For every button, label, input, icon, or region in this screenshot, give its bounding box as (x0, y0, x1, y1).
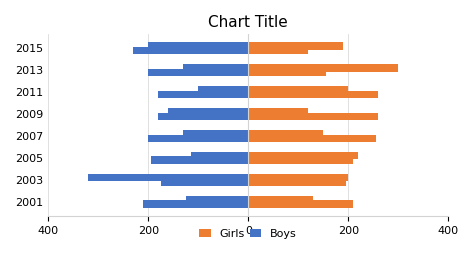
Bar (148, 135, 248, 142)
Bar (248, 196, 313, 203)
Bar (248, 152, 358, 159)
Bar (88, 174, 248, 181)
Bar (248, 178, 346, 186)
Bar (183, 130, 248, 137)
Bar (248, 64, 398, 72)
Bar (148, 69, 248, 76)
Bar (248, 91, 378, 98)
Bar (186, 196, 248, 203)
Legend: Girls, Boys: Girls, Boys (195, 224, 301, 243)
Bar (248, 200, 353, 208)
Bar (151, 157, 248, 164)
Bar (248, 135, 376, 142)
Bar (191, 152, 248, 159)
Bar (248, 174, 348, 181)
Bar (248, 69, 326, 76)
Bar (248, 42, 343, 50)
Bar (248, 47, 308, 54)
Bar (183, 64, 248, 72)
Bar (248, 157, 353, 164)
Bar (248, 86, 348, 94)
Bar (248, 108, 308, 116)
Bar (148, 42, 248, 50)
Bar (158, 91, 248, 98)
Bar (198, 86, 248, 94)
Bar (143, 200, 248, 208)
Bar (133, 47, 248, 54)
Title: Chart Title: Chart Title (209, 15, 288, 30)
Bar (168, 108, 248, 116)
Bar (161, 178, 248, 186)
Bar (158, 113, 248, 120)
Bar (248, 113, 378, 120)
Bar (248, 130, 323, 137)
